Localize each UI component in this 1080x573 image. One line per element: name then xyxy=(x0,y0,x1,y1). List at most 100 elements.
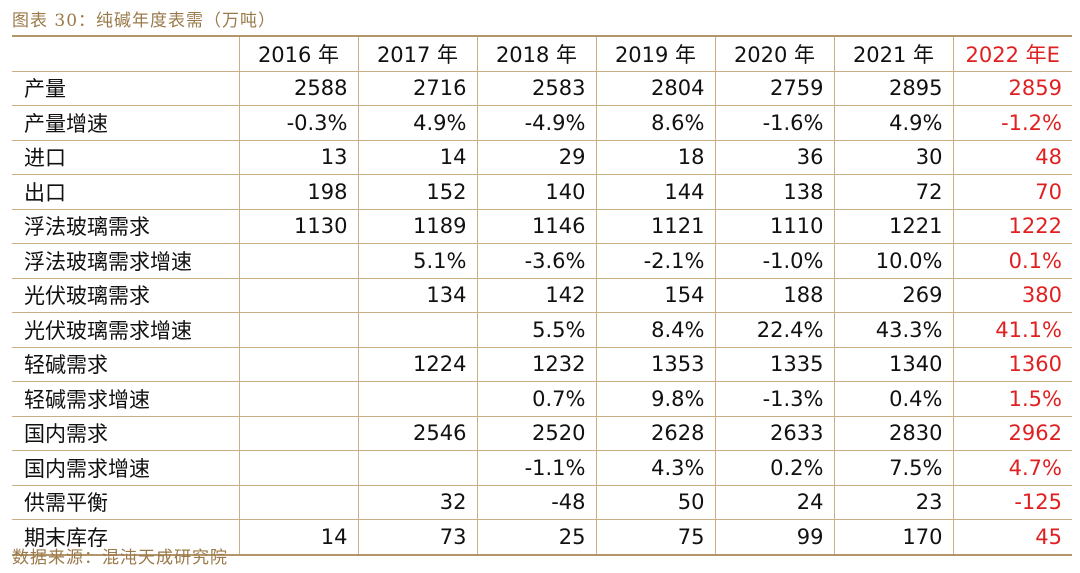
value-cell: 30 xyxy=(834,140,954,175)
value-cell: 1110 xyxy=(715,209,835,244)
value-cell: 5.5% xyxy=(477,312,597,348)
figure-title: 图表 30：纯碱年度表需（万吨） xyxy=(12,11,277,31)
estimate-cell: 2962 xyxy=(953,416,1072,451)
value-cell xyxy=(239,243,359,279)
value-cell: -2.1% xyxy=(596,243,716,279)
value-cell: 22.4% xyxy=(715,312,835,348)
estimate-cell: 45 xyxy=(1035,524,1062,549)
value-cell: 1146 xyxy=(477,209,597,244)
value-cell: 18 xyxy=(596,140,716,175)
value-cell: 1221 xyxy=(834,209,954,244)
row-label: 光伏玻璃需求增速 xyxy=(12,312,240,348)
header-cell: 2016 年 xyxy=(239,36,359,72)
table-row: 出口 198 152 140 144 138 72 70 xyxy=(12,174,1072,210)
value-cell xyxy=(239,381,359,417)
value-cell: 10.0% xyxy=(834,243,954,279)
value-cell: 32 xyxy=(358,485,478,520)
estimate-cell: -125 xyxy=(953,485,1072,520)
value-cell: 2546 xyxy=(358,416,478,451)
value-cell: 72 xyxy=(834,174,954,210)
value-cell: 140 xyxy=(477,174,597,210)
header-row: 2016 年 2017 年 2018 年 2019 年 2020 年 2021 … xyxy=(12,36,1072,72)
table-row: 产量 2588 2716 2583 2804 2759 2895 2859 xyxy=(12,71,1072,106)
estimate-cell: 4.7% xyxy=(953,450,1072,486)
value-cell: 14 xyxy=(358,140,478,175)
value-cell: 154 xyxy=(596,278,716,313)
value-cell: 75 xyxy=(596,519,716,555)
value-cell: 2804 xyxy=(596,71,716,106)
value-cell: 99 xyxy=(715,519,835,555)
row-label: 产量增速 xyxy=(12,105,240,141)
value-cell: 50 xyxy=(596,485,716,520)
row-label: 光伏玻璃需求 xyxy=(12,278,240,313)
value-cell: -48 xyxy=(477,485,597,520)
value-cell: 25 xyxy=(477,519,597,555)
estimate-cell: 41.1% xyxy=(953,312,1072,348)
table-row: 光伏玻璃需求 134 142 154 188 269 380 xyxy=(12,278,1072,313)
value-cell: 23 xyxy=(834,485,954,520)
value-cell: 134 xyxy=(358,278,478,313)
table-row: 光伏玻璃需求增速 5.5% 8.4% 22.4% 43.3% 41.1% xyxy=(12,312,1072,348)
table-row: 浮法玻璃需求增速 5.1% -3.6% -2.1% -1.0% 10.0% 0.1% xyxy=(12,243,1072,279)
row-label: 产量 xyxy=(12,71,240,106)
estimate-cell: 1.5% xyxy=(953,381,1072,417)
estimate-cell: 70 xyxy=(953,174,1072,210)
header-cell: 2018 年 xyxy=(477,36,597,72)
value-cell: 2633 xyxy=(715,416,835,451)
table-row: 国内需求增速 -1.1% 4.3% 0.2% 7.5% 4.7% xyxy=(12,450,1072,486)
row-label: 轻碱需求增速 xyxy=(12,381,240,417)
value-cell: 198 xyxy=(239,174,359,210)
value-cell xyxy=(239,312,359,348)
value-cell: 1232 xyxy=(477,347,597,382)
value-cell: 2628 xyxy=(596,416,716,451)
row-label: 供需平衡 xyxy=(12,485,240,520)
value-cell: 1189 xyxy=(358,209,478,244)
row-label: 出口 xyxy=(12,174,240,210)
value-cell: 43.3% xyxy=(834,312,954,348)
value-cell: 73 xyxy=(358,519,478,555)
estimate-cell: 1222 xyxy=(953,209,1072,244)
value-cell: 8.4% xyxy=(596,312,716,348)
value-cell: 1121 xyxy=(596,209,716,244)
value-cell: 1353 xyxy=(596,347,716,382)
estimate-cell: -1.2% xyxy=(953,105,1072,141)
value-cell: 0.4% xyxy=(834,381,954,417)
value-cell: 152 xyxy=(358,174,478,210)
table-row: 供需平衡 32 -48 50 24 23 -125 xyxy=(12,485,1072,520)
value-cell: -1.0% xyxy=(715,243,835,279)
header-cell: 2019 年 xyxy=(596,36,716,72)
row-label: 轻碱需求 xyxy=(12,347,240,382)
value-cell xyxy=(239,278,359,313)
value-cell: -1.3% xyxy=(715,381,835,417)
estimate-cell: 48 xyxy=(953,140,1072,175)
estimate-cell: 380 xyxy=(953,278,1072,313)
value-cell: 8.6% xyxy=(596,105,716,141)
value-cell xyxy=(358,381,478,417)
value-cell xyxy=(358,312,478,348)
value-cell: 142 xyxy=(477,278,597,313)
value-cell: 9.8% xyxy=(596,381,716,417)
value-cell: 2716 xyxy=(358,71,478,106)
value-cell: 1335 xyxy=(715,347,835,382)
value-cell: 138 xyxy=(715,174,835,210)
estimate-cell: 2859 xyxy=(953,71,1072,106)
value-cell: 2895 xyxy=(834,71,954,106)
row-label: 浮法玻璃需求增速 xyxy=(12,243,240,279)
table-row: 产量增速 -0.3% 4.9% -4.9% 8.6% -1.6% 4.9% -1.2% xyxy=(12,105,1072,141)
value-cell: 7.5% xyxy=(834,450,954,486)
value-cell xyxy=(239,450,359,486)
value-cell: 4.9% xyxy=(358,105,478,141)
row-label: 进口 xyxy=(12,140,240,175)
value-cell: 2520 xyxy=(477,416,597,451)
value-cell: 269 xyxy=(834,278,954,313)
value-cell: -1.1% xyxy=(477,450,597,486)
value-cell: 14 xyxy=(239,519,359,555)
value-cell: 2588 xyxy=(239,71,359,106)
supply-demand-table: 2016 年 2017 年 2018 年 2019 年 2020 年 2021 … xyxy=(12,35,1072,556)
table-row: 国内需求 2546 2520 2628 2633 2830 2962 xyxy=(12,416,1072,451)
value-cell: 5.1% xyxy=(358,243,478,279)
header-cell xyxy=(12,36,240,72)
table-row: 轻碱需求增速 0.7% 9.8% -1.3% 0.4% 1.5% xyxy=(12,381,1072,417)
row-label: 期末库存 xyxy=(12,519,240,555)
header-cell-estimate: 2022 年E xyxy=(953,36,1072,72)
